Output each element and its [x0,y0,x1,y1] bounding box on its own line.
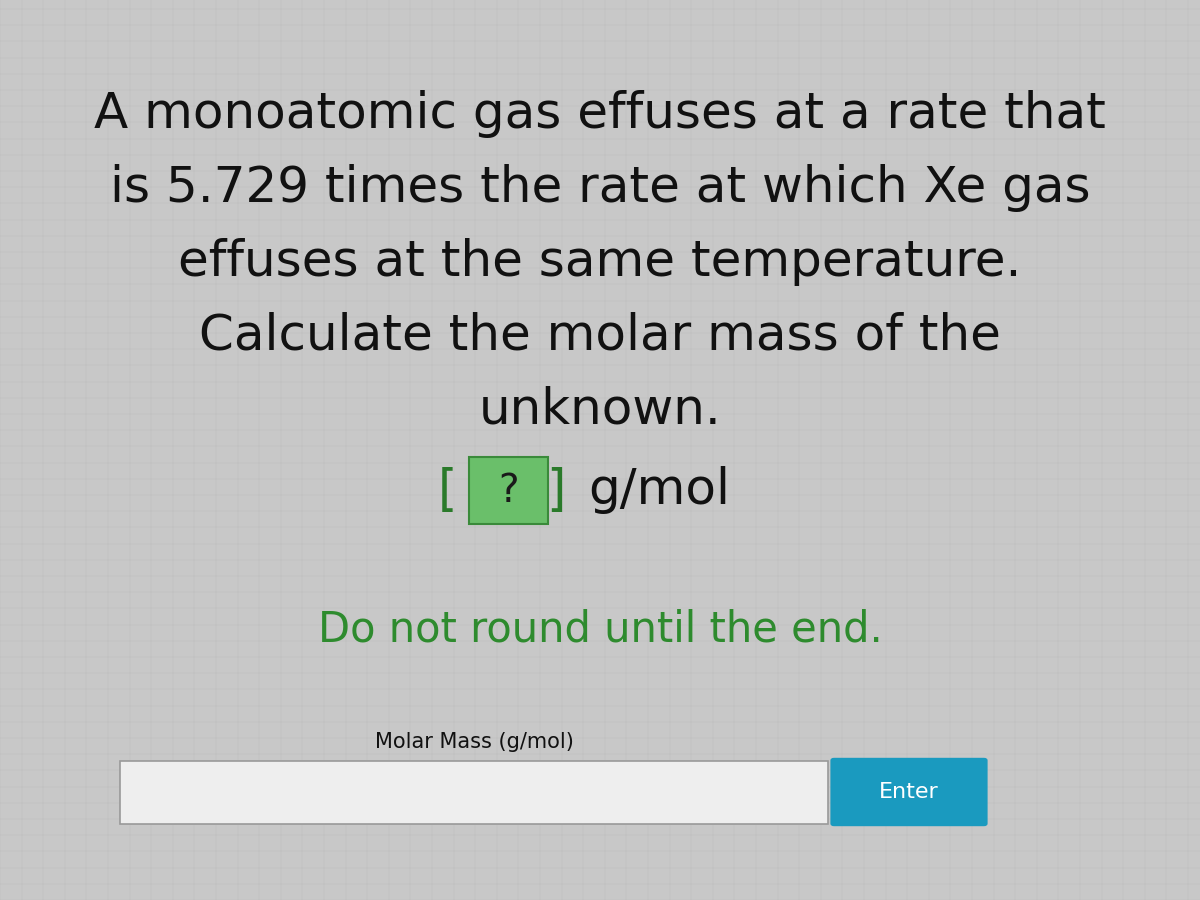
Text: Calculate the molar mass of the: Calculate the molar mass of the [199,311,1001,359]
FancyBboxPatch shape [469,457,548,524]
Text: is 5.729 times the rate at which Xe gas: is 5.729 times the rate at which Xe gas [109,164,1091,211]
Text: Molar Mass (g/mol): Molar Mass (g/mol) [374,732,574,752]
Text: [: [ [438,466,457,515]
FancyBboxPatch shape [830,758,988,826]
Text: effuses at the same temperature.: effuses at the same temperature. [179,238,1021,285]
Text: unknown.: unknown. [479,385,721,433]
Text: Do not round until the end.: Do not round until the end. [318,609,882,651]
Text: Enter: Enter [880,782,938,802]
FancyBboxPatch shape [120,760,828,824]
Text: ?: ? [498,472,520,509]
Text: g/mol: g/mol [588,466,730,515]
Text: A monoatomic gas effuses at a rate that: A monoatomic gas effuses at a rate that [94,90,1106,138]
Text: ]: ] [546,466,565,515]
